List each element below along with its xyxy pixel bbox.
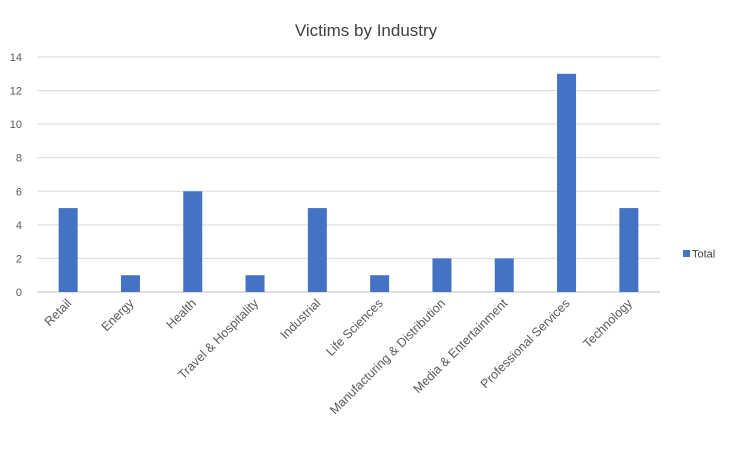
y-tick-label: 14 [10,52,22,64]
bar-manufacturing-distribution [432,258,452,292]
x-tick-label: Energy [99,296,137,334]
x-tick-label: Health [163,296,198,331]
y-tick-label: 0 [16,287,22,299]
legend-swatch [683,250,690,257]
bar-health [183,191,203,292]
bar-energy [120,275,140,292]
y-tick-label: 6 [16,186,22,198]
y-tick-label: 8 [16,153,22,165]
bar-retail [58,208,78,292]
x-tick-label: Industrial [278,296,324,342]
x-tick-label: Life Sciences [323,296,385,358]
y-axis-ticks: 0 2 4 6 8 10 12 14 [10,52,22,299]
y-tick-label: 2 [16,253,22,265]
y-tick-label: 12 [10,86,22,98]
legend-label: Total [692,249,715,261]
bar-life-sciences [370,275,390,292]
y-tick-label: 4 [16,220,22,232]
chart-title: Victims by Industry [295,21,438,40]
x-tick-label: Technology [580,296,635,351]
bar-travel-hospitality [245,275,265,292]
bar-professional-services [557,73,577,293]
legend: Total [683,249,715,261]
bar-technology [619,208,639,292]
x-tick-label: Manufacturing & Distribution [327,296,448,417]
gridlines [37,56,660,259]
x-tick-label: Retail [42,296,75,329]
bar-industrial [307,208,327,292]
bar-media-entertainment [494,258,514,292]
y-tick-label: 10 [10,119,22,131]
bars [58,73,639,293]
